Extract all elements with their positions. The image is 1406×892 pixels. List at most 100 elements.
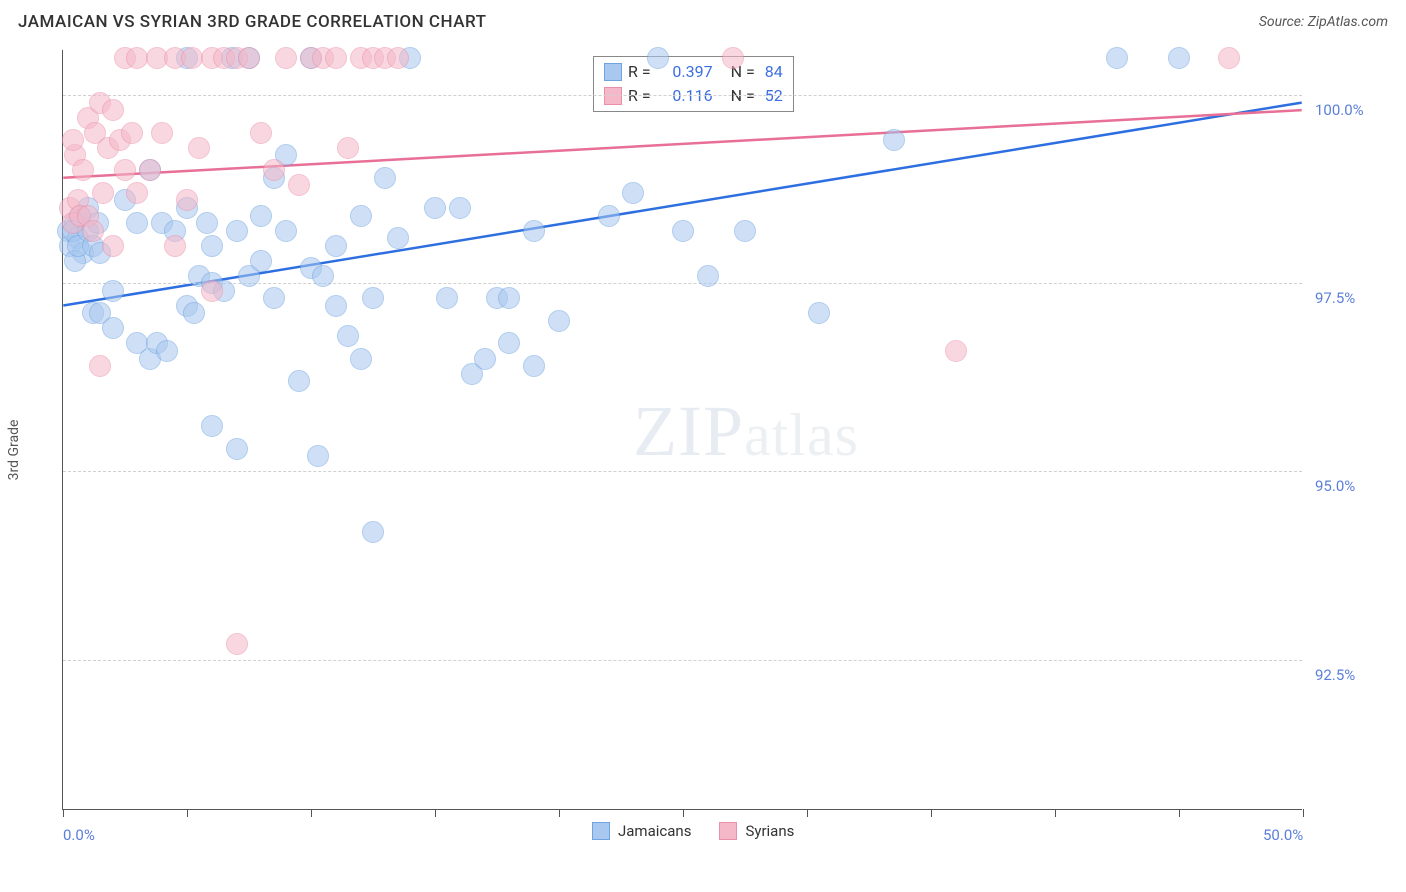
trend-lines xyxy=(63,50,1302,809)
stats-legend: R =0.397N =84R =0.116N =52 xyxy=(593,56,794,112)
series-legend: Jamaicans Syrians xyxy=(592,822,794,840)
x-max-label: 50.0% xyxy=(1263,826,1303,844)
trend-line xyxy=(63,110,1301,178)
x-tick xyxy=(1055,809,1056,817)
data-point xyxy=(102,99,124,121)
gridline xyxy=(63,95,1302,96)
data-point xyxy=(325,47,347,69)
x-tick xyxy=(63,809,64,817)
series-name: Syrians xyxy=(745,822,794,840)
gridline xyxy=(63,660,1302,661)
data-point xyxy=(62,129,84,151)
x-tick xyxy=(435,809,436,817)
legend-item: Jamaicans xyxy=(592,822,691,840)
data-point xyxy=(183,302,205,324)
data-point xyxy=(126,212,148,234)
x-tick xyxy=(311,809,312,817)
data-point xyxy=(387,47,409,69)
data-point xyxy=(1218,47,1240,69)
chart-title: JAMAICAN VS SYRIAN 3RD GRADE CORRELATION… xyxy=(18,12,486,32)
y-tick-label: 95.0% xyxy=(1315,477,1355,495)
x-tick xyxy=(807,809,808,817)
data-point xyxy=(1106,47,1128,69)
data-point xyxy=(89,355,111,377)
x-tick xyxy=(931,809,932,817)
data-point xyxy=(250,205,272,227)
data-point xyxy=(263,287,285,309)
data-point xyxy=(196,212,218,234)
data-point xyxy=(548,310,570,332)
data-point xyxy=(307,445,329,467)
data-point xyxy=(250,250,272,272)
data-point xyxy=(201,280,223,302)
data-point xyxy=(883,129,905,151)
data-point xyxy=(164,235,186,257)
x-tick xyxy=(559,809,560,817)
data-point xyxy=(263,159,285,181)
stats-row: R =0.397N =84 xyxy=(604,60,783,84)
data-point xyxy=(288,370,310,392)
data-point xyxy=(362,521,384,543)
data-point xyxy=(201,235,223,257)
data-point xyxy=(156,340,178,362)
x-tick xyxy=(1303,809,1304,817)
data-point xyxy=(362,287,384,309)
data-point xyxy=(523,220,545,242)
r-value: 0.397 xyxy=(661,60,713,84)
y-axis-label: 3rd Grade xyxy=(6,420,22,481)
data-point xyxy=(102,317,124,339)
data-point xyxy=(181,47,203,69)
data-point xyxy=(647,47,669,69)
data-point xyxy=(226,220,248,242)
data-point xyxy=(424,197,446,219)
data-point xyxy=(337,137,359,159)
data-point xyxy=(82,220,104,242)
data-point xyxy=(523,355,545,377)
x-tick xyxy=(187,809,188,817)
data-point xyxy=(92,182,114,204)
n-value: 84 xyxy=(765,60,783,84)
swatch-icon xyxy=(719,822,737,840)
data-point xyxy=(474,348,496,370)
data-point xyxy=(72,159,94,181)
source-credit: Source: ZipAtlas.com xyxy=(1259,14,1388,30)
data-point xyxy=(275,220,297,242)
data-point xyxy=(312,265,334,287)
data-point xyxy=(121,122,143,144)
chart-container: 3rd Grade ZIPatlas R =0.397N =84R =0.116… xyxy=(18,40,1388,860)
data-point xyxy=(387,227,409,249)
series-name: Jamaicans xyxy=(618,822,691,840)
data-point xyxy=(188,137,210,159)
y-tick-label: 97.5% xyxy=(1315,289,1355,307)
data-point xyxy=(734,220,756,242)
y-tick-label: 92.5% xyxy=(1315,666,1355,684)
data-point xyxy=(226,438,248,460)
data-point xyxy=(151,122,173,144)
data-point xyxy=(288,174,310,196)
data-point xyxy=(250,122,272,144)
data-point xyxy=(808,302,830,324)
watermark: ZIPatlas xyxy=(633,390,859,473)
data-point xyxy=(945,340,967,362)
y-tick-label: 100.0% xyxy=(1315,101,1364,119)
data-point xyxy=(498,287,520,309)
data-point xyxy=(102,235,124,257)
data-point xyxy=(350,348,372,370)
x-tick xyxy=(683,809,684,817)
data-point xyxy=(325,295,347,317)
x-tick xyxy=(1179,809,1180,817)
data-point xyxy=(275,47,297,69)
data-point xyxy=(114,159,136,181)
swatch-icon xyxy=(604,63,622,81)
r-label: R = xyxy=(628,60,651,84)
data-point xyxy=(139,159,161,181)
data-point xyxy=(238,47,260,69)
data-point xyxy=(498,332,520,354)
data-point xyxy=(449,197,471,219)
data-point xyxy=(226,633,248,655)
data-point xyxy=(201,415,223,437)
data-point xyxy=(350,205,372,227)
data-point xyxy=(598,205,620,227)
data-point xyxy=(622,182,644,204)
plot-area: ZIPatlas R =0.397N =84R =0.116N =52 92.5… xyxy=(62,50,1302,810)
